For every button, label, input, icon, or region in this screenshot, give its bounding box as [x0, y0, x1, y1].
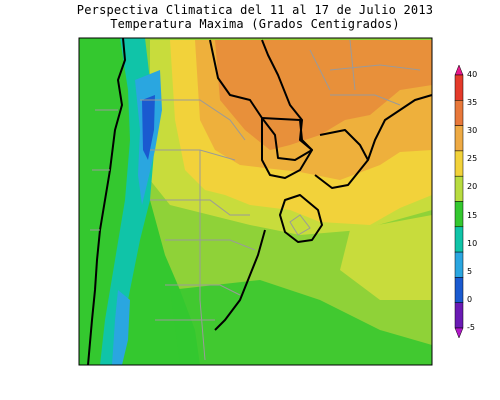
colorbar-tick-label: 40 — [467, 70, 478, 79]
colorbar-tick-label: 10 — [467, 238, 478, 248]
colorbar-tick-label: -5 — [467, 323, 475, 332]
colorbar-tick-label: 35 — [467, 98, 478, 108]
colorbar-segment — [454, 100, 464, 126]
colorbar-segment — [454, 175, 464, 202]
country-borders — [87, 37, 433, 366]
colorbar-tick-label: 30 — [467, 126, 478, 136]
colorbar-top-arrow — [454, 64, 464, 76]
colorbar-tick-label: 0 — [467, 294, 473, 304]
colorbar-segment — [454, 74, 464, 101]
colorbar-tick-label: 5 — [467, 266, 473, 276]
colorbar-bottom-arrow — [454, 327, 464, 339]
colorbar-segment — [454, 302, 464, 329]
colorbar-tick-label: 20 — [467, 182, 478, 192]
colorbar-segment — [454, 251, 464, 278]
map-frame — [78, 37, 433, 366]
colorbar-segment — [454, 201, 464, 228]
map-title: Perspectiva Climatica del 11 al 17 de Ju… — [76, 3, 434, 17]
colorbar-tick-label: 25 — [467, 154, 478, 164]
colorbar-segment — [454, 226, 464, 253]
map-subtitle: Temperatura Maxima (Grados Centigrados) — [110, 17, 400, 31]
colorbar-segment — [454, 150, 464, 177]
colorbar-segment — [454, 125, 464, 152]
temperature-field — [79, 38, 432, 365]
province-borders — [90, 39, 421, 361]
colorbar-segment — [454, 277, 464, 303]
color-bar — [454, 64, 464, 339]
colorbar-tick-label: 15 — [467, 210, 478, 220]
